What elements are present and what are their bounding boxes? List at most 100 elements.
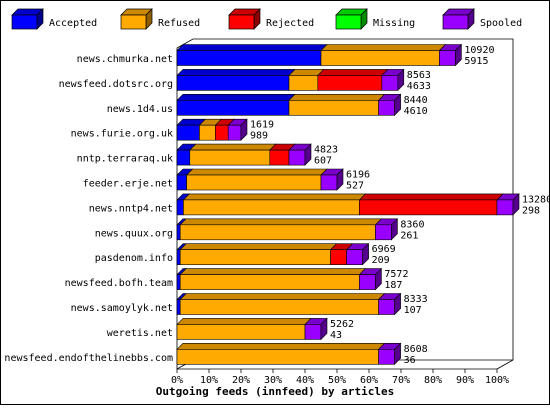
x-ticks: 0% 10% 20% 30% 40% 50% 60% 70% 80% 90% 100% xyxy=(171,369,509,386)
bar-segment-spooled xyxy=(439,50,456,66)
category-label: nntp.terraraq.uk xyxy=(77,154,173,165)
value-label-secondary: 36 xyxy=(404,355,416,366)
bar-top xyxy=(358,193,504,201)
value-label-secondary: 298 xyxy=(522,205,540,216)
bar-segment-rejected xyxy=(269,149,290,166)
value-label-total: 13280 xyxy=(522,194,549,205)
value-label-secondary: 261 xyxy=(400,230,418,241)
value-label-total: 4823 xyxy=(314,145,338,156)
bar-side xyxy=(320,317,328,341)
category-label: news.quux.org xyxy=(95,228,173,239)
bar-side xyxy=(455,43,462,67)
x-tick-label: 80% xyxy=(424,375,442,386)
legend-swatch-missing xyxy=(335,14,362,30)
x-tick-label: 50% xyxy=(328,375,346,386)
legend-label-rejected: Rejected xyxy=(266,18,314,29)
value-label-total: 8333 xyxy=(404,294,428,305)
category-labels: news.chmurka.net newsfeed.dotsrc.org news.… xyxy=(4,54,173,364)
legend-swatch-spooled xyxy=(442,14,469,30)
value-label-secondary: 107 xyxy=(404,305,422,316)
value-label-total: 8440 xyxy=(404,95,428,106)
value-label-secondary: 4633 xyxy=(407,81,431,92)
value-label-secondary: 5915 xyxy=(464,56,488,67)
bar-side xyxy=(336,168,344,191)
bar-segment-refused xyxy=(288,100,379,116)
bar-side xyxy=(362,242,369,266)
value-label-total: 8563 xyxy=(407,70,431,81)
legend-swatch-refused xyxy=(120,14,147,30)
bar-segment-refused xyxy=(183,199,360,216)
value-label-total: 6196 xyxy=(346,170,370,181)
bar-top xyxy=(176,342,386,350)
legend-label-accepted: Accepted xyxy=(49,18,97,29)
bar-segment-spooled xyxy=(378,100,395,116)
category-label: news.furie.org.uk xyxy=(71,129,173,140)
legend-label-missing: Missing xyxy=(373,18,415,29)
legend-swatch-rejected xyxy=(228,14,255,30)
x-tick-label: 60% xyxy=(360,375,378,386)
category-label: pasdenom.info xyxy=(95,253,173,264)
x-tick-label: 0% xyxy=(171,375,183,386)
bar-segment-refused xyxy=(176,348,379,365)
value-label-total: 7572 xyxy=(384,269,408,280)
bar-segment-refused xyxy=(179,299,379,315)
bar-segment-accepted xyxy=(176,75,290,91)
bar-side xyxy=(394,93,401,117)
bar-segment-spooled xyxy=(304,324,322,340)
bar-side xyxy=(375,267,382,291)
value-label-total: 5262 xyxy=(330,319,354,330)
value-label-secondary: 187 xyxy=(384,280,402,291)
legend-swatch-accepted xyxy=(11,14,38,30)
bar-segment-refused xyxy=(320,50,440,66)
bar-segment-accepted xyxy=(176,149,191,166)
category-label: newsfeed.bofh.team xyxy=(65,278,173,289)
bar-segment-rejected xyxy=(317,75,383,91)
x-tick-label: 100% xyxy=(485,375,509,386)
bar-segment-spooled xyxy=(320,174,338,191)
bar-top xyxy=(320,44,447,51)
bar-top xyxy=(317,69,389,76)
bar-top xyxy=(176,318,312,325)
bar-side xyxy=(304,143,312,166)
category-label: news.1d4.us xyxy=(107,104,173,115)
bar-segment-refused xyxy=(288,75,319,91)
bar-top xyxy=(182,193,367,201)
x-tick-label: 10% xyxy=(200,375,218,386)
bar-top xyxy=(176,94,296,101)
value-label-secondary: 607 xyxy=(314,156,332,167)
bar-segment-spooled xyxy=(381,75,399,91)
bar-segment-spooled xyxy=(375,224,392,241)
bars xyxy=(176,43,520,366)
bar-top xyxy=(189,143,277,151)
bar-segment-refused xyxy=(179,274,360,290)
bar-segment-accepted xyxy=(176,249,181,265)
category-label: newsfeed.endofthelinebbs.com xyxy=(4,353,173,364)
value-label-total: 8360 xyxy=(400,219,424,230)
bar-segment-rejected xyxy=(359,199,498,216)
bar-segment-spooled xyxy=(359,274,376,290)
bar-segment-spooled xyxy=(227,124,242,141)
bar-segment-refused xyxy=(176,324,306,340)
bar-side xyxy=(394,292,401,316)
category-label: newsfeed.dotsrc.org xyxy=(59,79,173,90)
value-label-total: 10920 xyxy=(464,45,494,56)
x-tick-label: 90% xyxy=(456,375,474,386)
value-label-total: 1619 xyxy=(250,120,274,131)
bar-segment-accepted xyxy=(176,100,290,116)
value-label-secondary: 989 xyxy=(250,131,268,142)
value-label-secondary: 43 xyxy=(330,330,342,341)
category-label: weretis.net xyxy=(107,328,173,339)
category-label: news.chmurka.net xyxy=(77,54,173,65)
bar-segment-accepted xyxy=(176,199,184,216)
bar-side xyxy=(391,218,398,241)
bar-segment-accepted xyxy=(176,124,200,141)
bar-segment-spooled xyxy=(288,149,306,166)
category-label: feeder.erje.net xyxy=(83,179,173,190)
bar-top xyxy=(288,94,386,101)
bar-segment-spooled xyxy=(378,299,395,315)
bar-side xyxy=(240,118,248,141)
value-label-secondary: 527 xyxy=(346,181,364,192)
category-label: news.nntp4.net xyxy=(89,203,173,214)
bar-segment-accepted xyxy=(176,274,181,290)
